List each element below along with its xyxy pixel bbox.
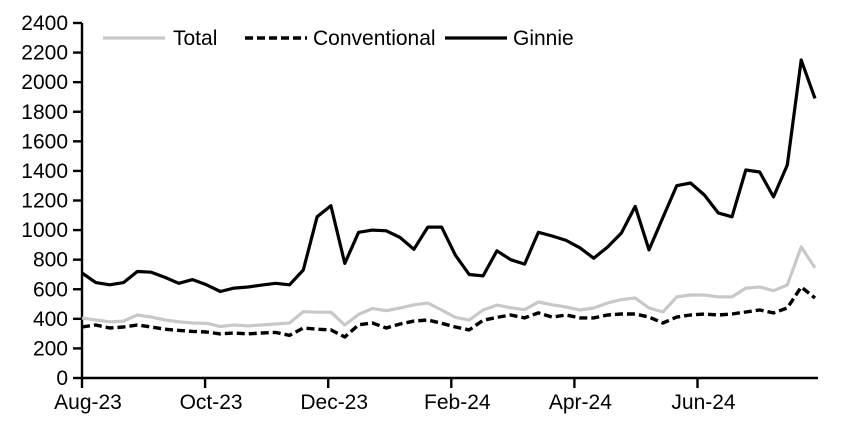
series-line-total	[81, 245, 817, 329]
legend-label-conventional: Conventional	[313, 27, 436, 50]
y-tick-label: 1000	[21, 219, 68, 242]
y-tick-label: 1200	[21, 190, 68, 213]
y-tick-label: 400	[33, 308, 68, 331]
y-tick-label: 1400	[21, 160, 68, 183]
y-tick-label: 600	[33, 278, 68, 301]
y-axis: 0 200 400 600 800 1000 1200 1400 1600 1800 2000 220…	[21, 12, 84, 390]
y-tick-label: 200	[33, 337, 68, 360]
series-lines	[81, 58, 817, 339]
x-tick-label: Apr-24	[549, 391, 612, 414]
legend-label-ginnie: Ginnie	[513, 27, 574, 50]
series-line-ginnie	[81, 58, 817, 294]
y-tick-label: 1600	[21, 130, 68, 153]
y-tick-label: 800	[33, 249, 68, 272]
y-tick-label: 0	[56, 367, 68, 390]
x-tick-label: Oct-23	[180, 391, 243, 414]
x-tick-label: Aug-23	[54, 391, 122, 414]
series-line-conventional	[81, 285, 817, 339]
legend-label-total: Total	[173, 27, 217, 50]
y-tick-label: 1800	[21, 101, 68, 124]
x-tick-label: Jun-24	[671, 391, 736, 414]
y-tick-label: 2200	[21, 42, 68, 65]
legend: Total Conventional Ginnie	[103, 27, 574, 50]
x-tick-label: Dec-23	[300, 391, 368, 414]
x-axis: Aug-23 Oct-23 Dec-23 Feb-24 Apr-24 Jun-24	[54, 376, 818, 414]
y-tick-label: 2400	[21, 12, 68, 35]
x-tick-label: Feb-24	[424, 391, 491, 414]
y-tick-label: 2000	[21, 71, 68, 94]
